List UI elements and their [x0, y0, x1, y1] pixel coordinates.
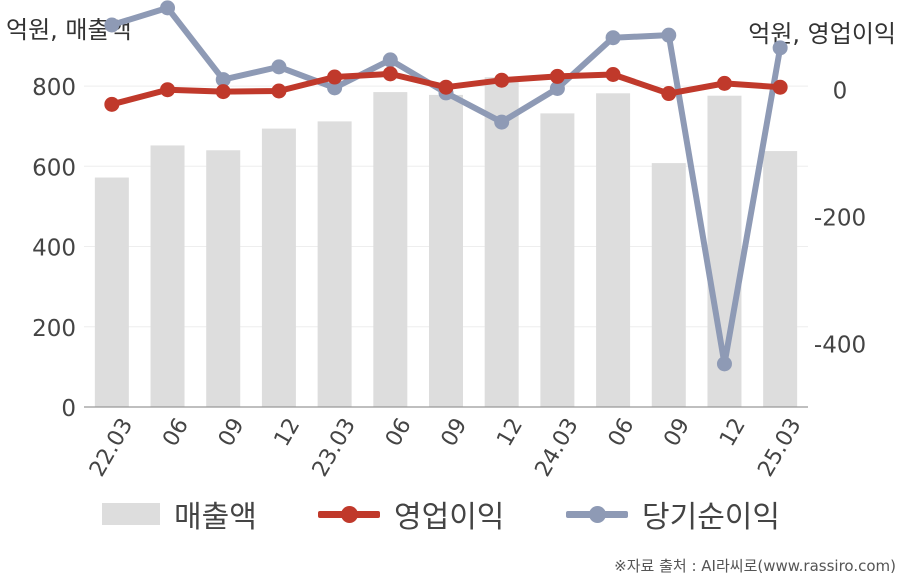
x-axis-tick-label: 12	[715, 414, 751, 451]
left-axis-tick-label: 800	[32, 75, 76, 101]
operating-profit-point	[327, 69, 343, 85]
revenue-bar	[150, 145, 185, 408]
legend-item-revenue: 매출액	[102, 490, 257, 538]
operating-profit-point	[438, 79, 454, 95]
operating-profit-point	[494, 72, 510, 88]
source-note: ※자료 출처 : AI라씨로(www.rassiro.com)	[614, 557, 896, 575]
net-income-point	[772, 40, 788, 56]
net-income-point	[271, 59, 287, 75]
revenue-bar	[596, 93, 631, 407]
operating-profit-point	[716, 75, 732, 91]
legend-label-operating-profit: 영업이익	[394, 500, 505, 535]
revenue-bar	[429, 94, 463, 407]
net-income-point	[382, 52, 398, 68]
x-axis-tick-label: 09	[659, 414, 695, 451]
x-axis-tick-label: 06	[381, 414, 417, 451]
right-axis-tick-label: -400	[814, 333, 866, 359]
legend-item-operating-profit: 영업이익	[318, 490, 504, 538]
legend-swatch-revenue	[102, 503, 160, 525]
net-income-point	[215, 72, 231, 88]
revenue-bar	[317, 121, 352, 408]
operating-profit-point	[160, 82, 176, 98]
net-income-point	[104, 17, 120, 33]
operating-profit-point	[215, 84, 231, 100]
revenue-bar	[763, 151, 798, 407]
revenue-bar	[484, 77, 519, 407]
chart-legend: 매출액 영업이익 당기순이익	[0, 490, 908, 538]
revenue-bar	[206, 150, 241, 407]
legend-swatch-operating-profit	[318, 503, 380, 525]
x-axis-tick-label: 25.03	[753, 414, 806, 481]
x-axis-tick-label: 06	[158, 414, 194, 451]
legend-label-net-income: 당기순이익	[642, 500, 780, 535]
operating-profit-point	[382, 66, 398, 82]
x-axis-tick-label: 12	[270, 414, 306, 451]
right-axis-unit-label: 억원, 영업이익	[748, 20, 896, 48]
left-axis-tick-label: 600	[32, 155, 76, 181]
x-axis-tick-label: 09	[214, 414, 250, 451]
x-axis-tick-label: 24.03	[531, 414, 584, 481]
net-income-point	[160, 0, 176, 16]
right-axis-tick-label: 0	[833, 79, 848, 105]
right-axis-tick-label: -200	[814, 206, 866, 232]
x-axis-tick-label: 23.03	[308, 414, 361, 481]
revenue-bar	[261, 128, 296, 407]
x-axis-tick-label: 22.03	[85, 414, 138, 481]
operating-profit-point	[605, 66, 621, 82]
operating-profit-point	[661, 86, 677, 102]
revenue-bar	[373, 92, 408, 407]
net-income-point	[716, 356, 732, 372]
legend-label-revenue: 매출액	[174, 500, 257, 535]
operating-profit-point	[104, 96, 120, 112]
revenue-bar	[540, 113, 575, 408]
net-income-point	[327, 80, 343, 96]
net-income-point	[661, 27, 677, 43]
net-income-point	[549, 80, 565, 96]
revenue-bar	[94, 177, 129, 407]
x-axis-tick-label: 06	[604, 414, 640, 451]
left-axis-tick-label: 0	[61, 396, 76, 422]
legend-item-net-income: 당기순이익	[566, 490, 780, 538]
net-income-point	[494, 114, 510, 130]
left-axis-tick-label: 200	[32, 316, 76, 342]
net-income-point	[605, 30, 621, 46]
x-axis-tick-label: 12	[492, 414, 528, 451]
left-axis-tick-label: 400	[32, 236, 76, 262]
operating-profit-point	[772, 79, 788, 95]
revenue-bar	[651, 163, 686, 407]
x-axis-tick-label: 09	[437, 414, 473, 451]
legend-swatch-net-income	[566, 503, 628, 525]
operating-profit-point	[271, 83, 287, 99]
operating-profit-point	[549, 68, 565, 84]
